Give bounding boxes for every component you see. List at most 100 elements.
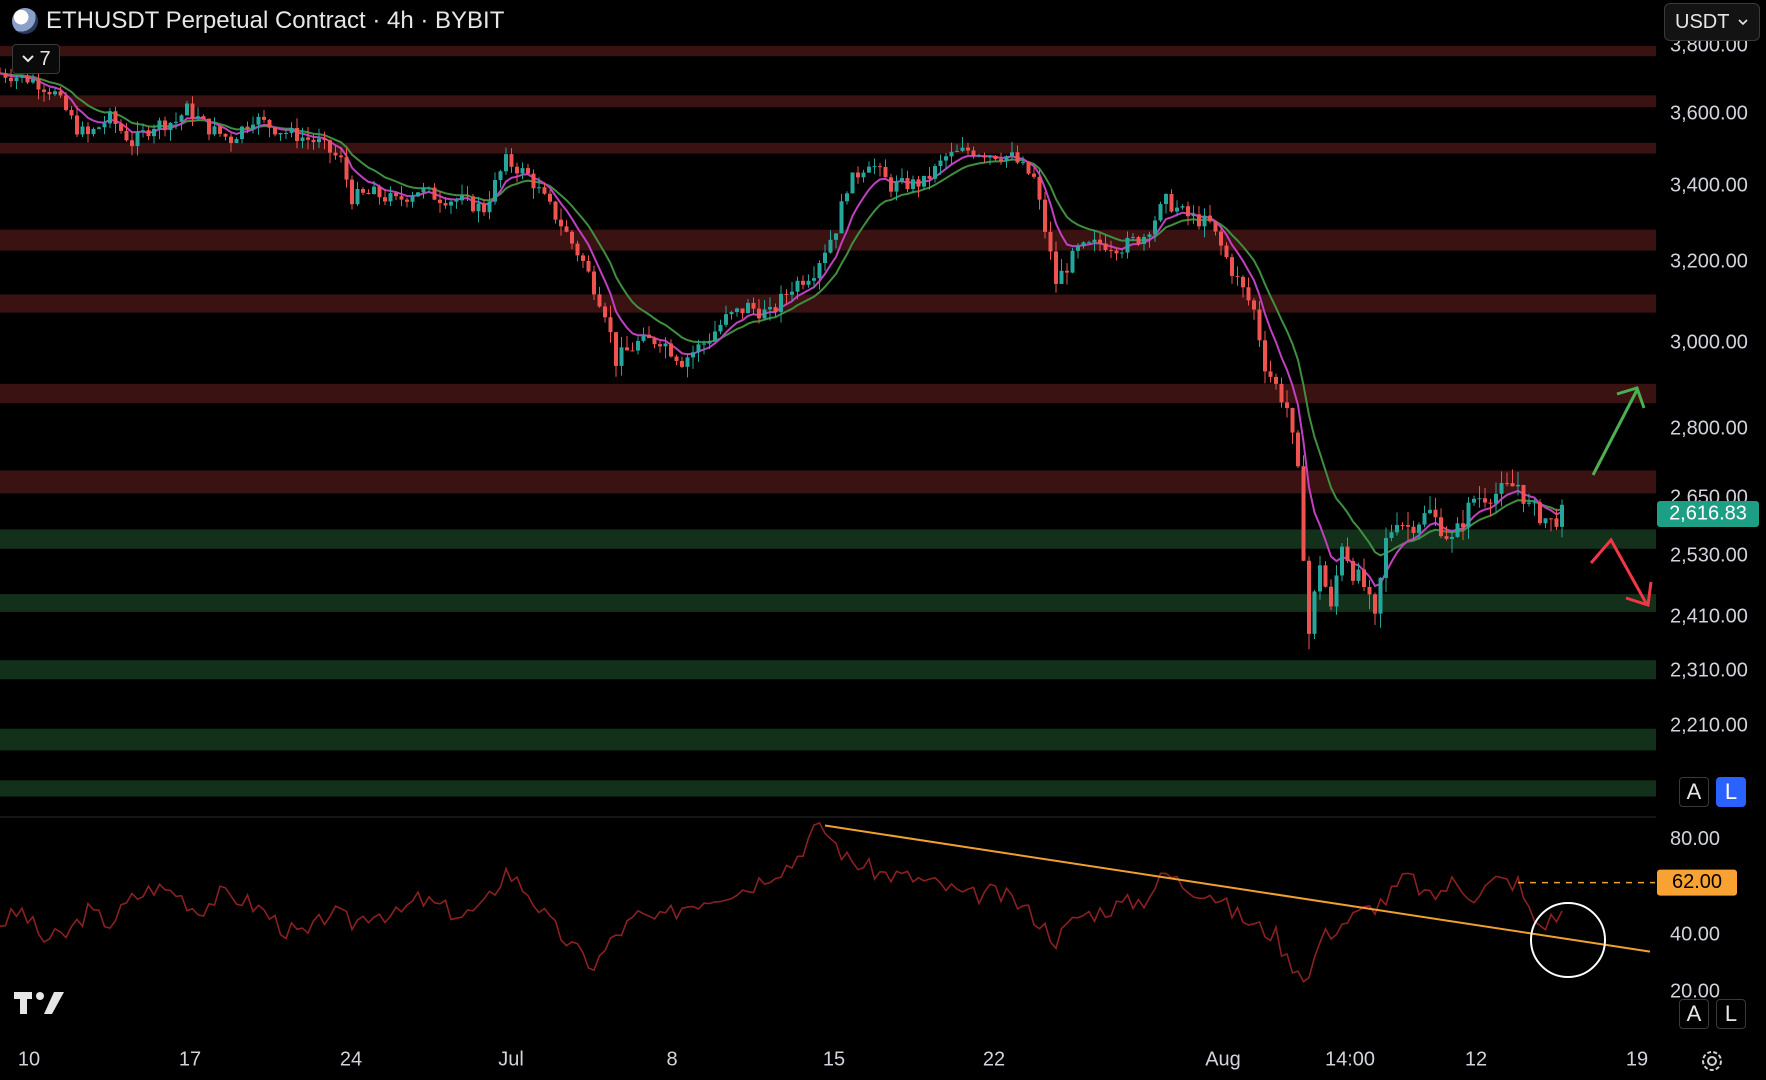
candle-body bbox=[614, 332, 618, 366]
candle-body bbox=[416, 192, 420, 197]
candle-body bbox=[410, 196, 415, 202]
candle-body bbox=[284, 132, 288, 134]
candle-body bbox=[652, 338, 657, 345]
candle-body bbox=[449, 201, 453, 206]
candle-body bbox=[911, 179, 915, 190]
candle-body bbox=[223, 133, 228, 137]
candle-body bbox=[1351, 560, 1355, 581]
candle-body bbox=[1147, 234, 1152, 237]
candle-body bbox=[91, 128, 96, 135]
candle-body bbox=[1450, 536, 1454, 539]
candle-body bbox=[1065, 270, 1069, 273]
candle-body bbox=[1208, 215, 1212, 222]
candle-body bbox=[559, 219, 563, 227]
candle-body bbox=[1125, 237, 1130, 253]
candle-body bbox=[1257, 309, 1262, 341]
candle-body bbox=[212, 126, 217, 135]
candle-body bbox=[9, 77, 13, 82]
support-zone bbox=[0, 529, 1656, 549]
candle-body bbox=[762, 309, 767, 319]
rsi-trendline bbox=[824, 824, 1651, 953]
price-tick-label: 3,400.00 bbox=[1670, 174, 1748, 196]
candle-body bbox=[823, 252, 827, 264]
auto-scale-button[interactable]: A bbox=[1679, 777, 1709, 807]
candle-body bbox=[487, 201, 492, 213]
arrow-down-head bbox=[1625, 581, 1653, 607]
candle-body bbox=[339, 155, 343, 158]
candle-body bbox=[86, 126, 90, 135]
candle-body bbox=[432, 187, 437, 200]
candle-body bbox=[867, 166, 871, 173]
candle-body bbox=[784, 293, 789, 295]
time-tick-label: 22 bbox=[983, 1048, 1005, 1070]
candle-body bbox=[350, 179, 354, 205]
candle-body bbox=[828, 239, 833, 253]
candle-body bbox=[135, 131, 140, 147]
candle-body bbox=[240, 126, 244, 140]
candle-body bbox=[1032, 173, 1036, 177]
candle-body bbox=[982, 155, 987, 158]
candle-body bbox=[152, 128, 156, 137]
candle-body bbox=[889, 177, 893, 192]
candle-body bbox=[201, 116, 206, 119]
chart-title[interactable]: ETHUSDT Perpetual Contract · 4h · BYBIT bbox=[12, 6, 504, 36]
candle-body bbox=[1521, 484, 1526, 504]
candle-body bbox=[229, 136, 233, 144]
candle-body bbox=[361, 188, 365, 193]
time-tick-label: Jul bbox=[498, 1048, 524, 1070]
candle-body bbox=[25, 75, 30, 83]
candle-body bbox=[251, 124, 255, 129]
candle-body bbox=[1340, 546, 1344, 576]
candle-body bbox=[1538, 502, 1542, 524]
candle-body bbox=[641, 334, 646, 341]
rsi-tick-label: 40.00 bbox=[1670, 923, 1720, 945]
candle-body bbox=[1279, 383, 1284, 403]
chevron-down-icon bbox=[22, 55, 35, 63]
log-scale-button[interactable]: L bbox=[1716, 777, 1746, 807]
candle-body bbox=[493, 180, 497, 202]
rsi-log-scale-button[interactable]: L bbox=[1716, 999, 1746, 1029]
rsi-auto-scale-button[interactable]: A bbox=[1679, 999, 1709, 1029]
indicator-collapse-button[interactable]: 7 bbox=[12, 44, 60, 74]
candle-body bbox=[14, 77, 19, 82]
candle-body bbox=[124, 130, 129, 141]
tradingview-logo-icon[interactable] bbox=[14, 990, 64, 1016]
last-price-badge bbox=[1657, 501, 1759, 528]
candle-body bbox=[278, 133, 283, 135]
candle-body bbox=[685, 357, 690, 367]
candle-body bbox=[993, 155, 998, 160]
candle-body bbox=[1433, 509, 1438, 518]
candle-body bbox=[130, 140, 134, 147]
candle-body bbox=[713, 331, 717, 341]
candle-body bbox=[1444, 536, 1449, 539]
candle-body bbox=[256, 116, 261, 125]
candle-body bbox=[113, 111, 118, 124]
candle-body bbox=[669, 343, 673, 357]
candle-body bbox=[850, 172, 855, 194]
candle-body bbox=[388, 193, 393, 202]
candle-body bbox=[663, 343, 668, 347]
candle-body bbox=[1472, 498, 1476, 503]
candle-body bbox=[102, 123, 107, 128]
candle-body bbox=[933, 166, 937, 179]
candle-body bbox=[707, 340, 712, 344]
candle-body bbox=[1175, 207, 1179, 212]
time-tick-label: 10 bbox=[18, 1048, 40, 1070]
candle-body bbox=[1213, 221, 1218, 232]
currency-select[interactable]: USDT bbox=[1664, 3, 1760, 41]
time-axis[interactable]: 10 17 24 Jul 8 15 22 Aug 14:00 12 19 bbox=[18, 1048, 1648, 1070]
candle-body bbox=[1037, 176, 1042, 200]
candle-body bbox=[1103, 243, 1108, 251]
resistance-zone bbox=[0, 46, 1656, 57]
candle-body bbox=[1131, 237, 1135, 239]
candle-body bbox=[790, 291, 794, 295]
candle-body bbox=[394, 193, 398, 197]
candle-body bbox=[218, 126, 222, 134]
settings-gear-icon[interactable] bbox=[1699, 1048, 1725, 1074]
candle-body bbox=[1301, 466, 1306, 561]
candle-body bbox=[1400, 525, 1405, 527]
time-tick-label: 15 bbox=[823, 1048, 845, 1070]
candle-body bbox=[69, 109, 74, 116]
time-tick-label: 24 bbox=[340, 1048, 362, 1070]
